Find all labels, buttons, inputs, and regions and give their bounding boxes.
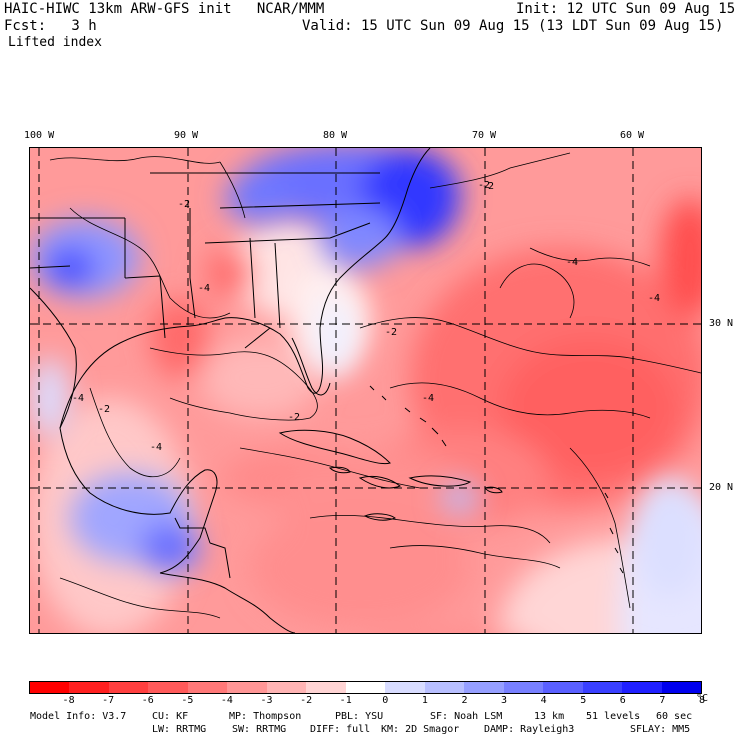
contour-label: -4 bbox=[648, 293, 660, 304]
colorbar-tick-label: 0 bbox=[382, 695, 389, 706]
colorbar-tick-label: 2 bbox=[461, 695, 468, 706]
model-info-item: 60 sec bbox=[656, 711, 693, 722]
colorbar-tick-label: -6 bbox=[141, 695, 154, 706]
contour-label: -2 bbox=[288, 412, 300, 423]
model-info-item: LW: RRTMG bbox=[152, 724, 207, 735]
model-info-item: CU: KF bbox=[152, 711, 189, 722]
colorbar-segment bbox=[385, 682, 425, 693]
colorbar-segment bbox=[345, 682, 386, 693]
colorbar-segment bbox=[464, 682, 504, 693]
lat-lon-grid bbox=[30, 148, 701, 633]
contour-label: -4 bbox=[422, 393, 434, 404]
model-info-item: MP: Thompson bbox=[229, 711, 302, 722]
model-info-item: SFLAY: MM5 bbox=[630, 724, 691, 735]
colorbar-tick-label: 7 bbox=[659, 695, 666, 706]
li-contours bbox=[49, 152, 702, 619]
colorbar-tick-label: -5 bbox=[181, 695, 194, 706]
colorbar-tick-label: 8 bbox=[698, 695, 706, 706]
colorbar-tick-label: 6 bbox=[619, 695, 626, 706]
colorbar-segment bbox=[69, 682, 109, 693]
model-info-item: DIFF: full bbox=[310, 724, 371, 735]
lon-label-60w: 60 W bbox=[620, 130, 645, 141]
contour-label-group: -2 -4 -2 -4 -2 -2 -4 -4 -2 -4 -2 -4 bbox=[72, 180, 660, 453]
contour-label: -2 bbox=[385, 327, 397, 338]
colorbar-tick-label: -1 bbox=[339, 695, 352, 706]
model-info-item: 51 levels bbox=[586, 711, 641, 722]
init-time: Init: 12 UTC Sun 09 Aug 15 bbox=[516, 1, 736, 17]
contour-label: -2 bbox=[178, 199, 190, 210]
colorbar-segment bbox=[266, 682, 307, 693]
contour-label: -2 bbox=[482, 181, 494, 192]
colorbar-tick-label: -2 bbox=[300, 695, 313, 706]
model-info-item: SF: Noah LSM bbox=[430, 711, 503, 722]
lat-label-30n: 30 N bbox=[709, 318, 734, 329]
colorbar-segment bbox=[108, 682, 149, 693]
lon-label-80w: 80 W bbox=[323, 130, 348, 141]
contour-label: -2 bbox=[478, 180, 490, 191]
colorbar-segment bbox=[622, 682, 662, 693]
colorbar-tick-label: -4 bbox=[220, 695, 233, 706]
colorbar bbox=[29, 681, 702, 694]
colorbar-segment bbox=[661, 682, 701, 693]
forecast-hour: Fcst: 3 h bbox=[4, 18, 97, 34]
map-title: HAIC-HIWC 13km ARW-GFS init NCAR/MMM bbox=[4, 1, 325, 17]
colorbar-tick-label: 5 bbox=[580, 695, 587, 706]
colorbar-tick-label: 4 bbox=[540, 695, 547, 706]
model-info-item: DAMP: Rayleigh3 bbox=[484, 724, 575, 735]
lifted-index-map: -2 -4 -2 -4 -2 -2 -4 -4 -2 -4 -2 -4 bbox=[29, 143, 740, 738]
colorbar-tick-label: 1 bbox=[421, 695, 428, 706]
colorbar-segment bbox=[306, 682, 346, 693]
colorbar-unit: °C bbox=[696, 693, 709, 704]
lon-label-90w: 90 W bbox=[174, 130, 199, 141]
colorbar-segment bbox=[30, 682, 70, 693]
contour-label: -4 bbox=[198, 283, 210, 294]
colorbar-segment bbox=[582, 682, 623, 693]
contour-label: -4 bbox=[150, 442, 162, 453]
colorbar-segment bbox=[148, 682, 188, 693]
model-info-item: Model Info: V3.7 bbox=[30, 711, 127, 722]
colorbar-tick-label: 3 bbox=[501, 695, 508, 706]
colorbar-segment bbox=[227, 682, 267, 693]
lat-label-20n: 20 N bbox=[709, 482, 734, 493]
model-info-item: SW: RRTMG bbox=[232, 724, 287, 735]
colorbar-segment bbox=[503, 682, 544, 693]
model-info-item: 13 km bbox=[534, 711, 565, 722]
islands bbox=[278, 385, 624, 574]
colorbar-tick-label: -3 bbox=[260, 695, 273, 706]
colorbar-segment bbox=[424, 682, 465, 693]
contour-label: -4 bbox=[566, 257, 578, 268]
lon-label-70w: 70 W bbox=[472, 130, 497, 141]
colorbar-tick-label: -8 bbox=[62, 695, 75, 706]
lon-label-100w: 100 W bbox=[24, 130, 55, 141]
valid-time: Valid: 15 UTC Sun 09 Aug 15 (13 LDT Sun … bbox=[302, 18, 724, 34]
field-name: Lifted index bbox=[8, 35, 102, 50]
shaded-field bbox=[30, 143, 740, 738]
contour-label: -4 bbox=[72, 393, 84, 404]
contour-label: -2 bbox=[98, 404, 110, 415]
model-info-item: PBL: YSU bbox=[335, 711, 384, 722]
colorbar-tick-label: -7 bbox=[102, 695, 115, 706]
colorbar-segment bbox=[543, 682, 583, 693]
colorbar-segment bbox=[187, 682, 228, 693]
model-info-item: KM: 2D Smagor bbox=[381, 724, 460, 735]
map-canvas: -2 -4 -2 -4 -2 -2 -4 -4 -2 -4 -2 -4 bbox=[29, 143, 740, 738]
